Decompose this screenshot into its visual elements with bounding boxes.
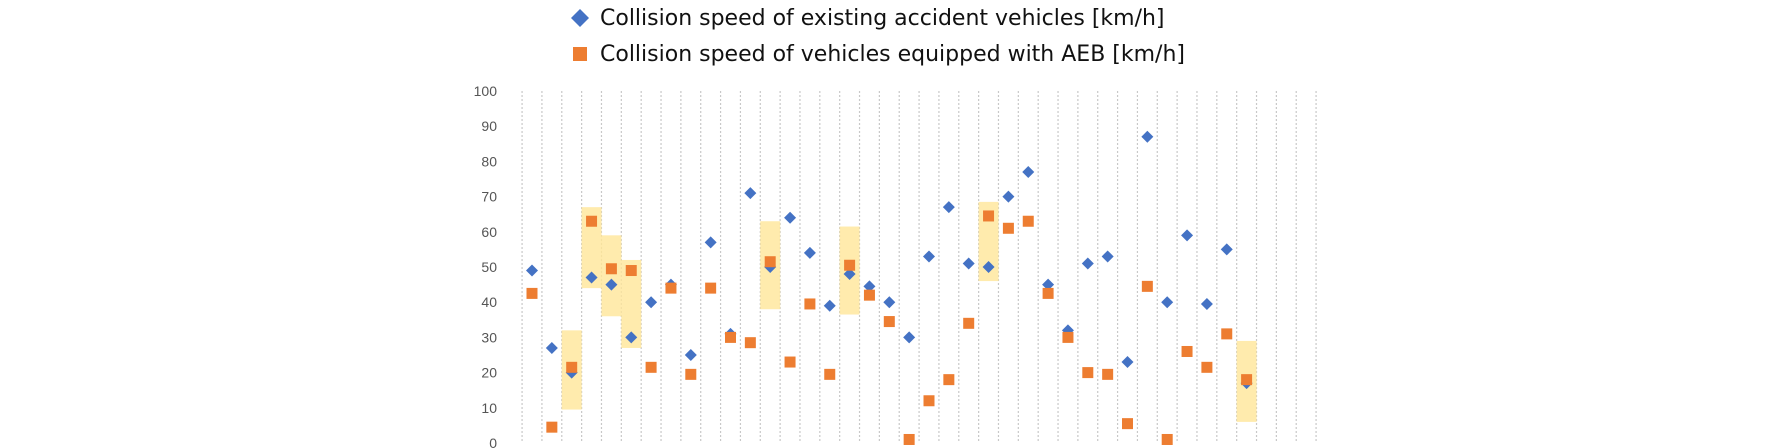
data-point-aeb: [1102, 368, 1114, 380]
legend-item-aeb: Collision speed of vehicles equipped wit…: [560, 36, 1320, 72]
data-point-aeb: [1042, 287, 1054, 299]
data-point-aeb: [784, 356, 796, 368]
data-point-existing: [526, 264, 538, 277]
data-point-aeb: [863, 289, 875, 301]
data-point-aeb: [943, 374, 955, 386]
data-point-existing: [1141, 130, 1154, 143]
data-point-existing: [942, 201, 955, 214]
data-point-existing: [625, 331, 638, 344]
data-point-existing: [784, 211, 797, 224]
y-tick-label: 10: [481, 400, 497, 416]
y-tick-label: 50: [481, 259, 497, 275]
y-tick-label: 20: [481, 365, 497, 381]
legend-label-existing: Collision speed of existing accident veh…: [600, 5, 1165, 31]
data-point-aeb: [923, 395, 935, 407]
data-point-aeb: [804, 298, 816, 310]
highlight-band: [581, 207, 602, 289]
data-point-aeb: [1062, 331, 1074, 343]
data-point-existing: [585, 271, 598, 284]
data-point-aeb: [625, 265, 637, 277]
data-point-aeb: [1141, 280, 1153, 292]
data-point-existing: [1200, 297, 1213, 310]
y-tick-label: 100: [474, 83, 498, 99]
data-point-existing: [903, 331, 916, 344]
y-tick-label: 70: [481, 189, 497, 205]
data-point-existing: [645, 296, 658, 309]
data-point-aeb: [685, 368, 697, 380]
legend-label-aeb: Collision speed of vehicles equipped wit…: [600, 41, 1185, 67]
diamond-marker-icon: [560, 8, 600, 28]
data-point-existing: [1220, 243, 1233, 256]
y-tick-label: 40: [481, 294, 497, 310]
data-point-existing: [923, 250, 935, 263]
data-point-aeb: [546, 421, 558, 433]
y-tick-label: 30: [481, 329, 497, 345]
data-point-aeb: [983, 210, 995, 222]
highlight-band: [978, 201, 999, 282]
data-point-aeb: [883, 316, 895, 328]
data-point-aeb: [705, 282, 717, 294]
data-point-existing: [704, 236, 717, 249]
data-point-existing: [1181, 229, 1194, 242]
data-point-aeb: [1201, 361, 1213, 373]
data-point-aeb: [1082, 367, 1094, 379]
data-point-existing: [605, 278, 618, 291]
data-point-aeb: [824, 368, 836, 380]
data-point-existing: [962, 257, 975, 270]
data-point-existing: [803, 246, 816, 259]
data-point-aeb: [1241, 374, 1253, 386]
legend: Collision speed of existing accident veh…: [560, 0, 1320, 72]
highlight-band: [601, 235, 622, 317]
data-point-aeb: [1221, 328, 1233, 340]
data-point-existing: [863, 280, 876, 293]
data-point-aeb: [665, 282, 677, 294]
data-point-existing: [1002, 190, 1015, 203]
data-point-aeb: [586, 215, 598, 227]
data-point-aeb: [1002, 222, 1014, 234]
y-tick-label: 80: [481, 153, 497, 169]
data-point-aeb: [744, 337, 756, 349]
data-point-aeb: [963, 317, 975, 329]
data-point-aeb: [1122, 418, 1133, 430]
data-point-existing: [1042, 278, 1055, 291]
data-point-existing: [982, 261, 995, 273]
data-point-existing: [1022, 165, 1035, 178]
data-point-aeb: [903, 433, 915, 445]
data-point-existing: [1081, 257, 1094, 270]
data-point-aeb: [526, 287, 538, 299]
data-point-aeb: [566, 361, 578, 373]
data-point-existing: [684, 349, 697, 361]
data-point-existing: [1121, 356, 1134, 369]
square-marker-icon: [560, 44, 600, 64]
y-tick-label: 0: [489, 435, 497, 448]
data-point-aeb: [1022, 215, 1034, 227]
highlight-band: [621, 259, 642, 348]
data-point-aeb: [605, 263, 617, 275]
data-point-aeb: [725, 331, 736, 343]
data-point-existing: [843, 268, 856, 281]
data-point-existing: [883, 296, 896, 309]
data-point-existing: [744, 187, 757, 200]
data-point-aeb: [1161, 433, 1173, 445]
legend-item-existing: Collision speed of existing accident veh…: [560, 0, 1320, 36]
y-tick-label: 90: [481, 118, 497, 134]
data-point-existing: [545, 341, 558, 354]
data-point-aeb: [645, 361, 657, 373]
data-point-existing: [823, 299, 836, 312]
data-point-aeb: [1181, 345, 1193, 357]
data-point-aeb: [764, 256, 776, 268]
data-point-existing: [1101, 250, 1114, 263]
data-point-existing: [1161, 296, 1174, 309]
data-point-aeb: [844, 259, 856, 271]
y-tick-label: 60: [481, 224, 497, 240]
